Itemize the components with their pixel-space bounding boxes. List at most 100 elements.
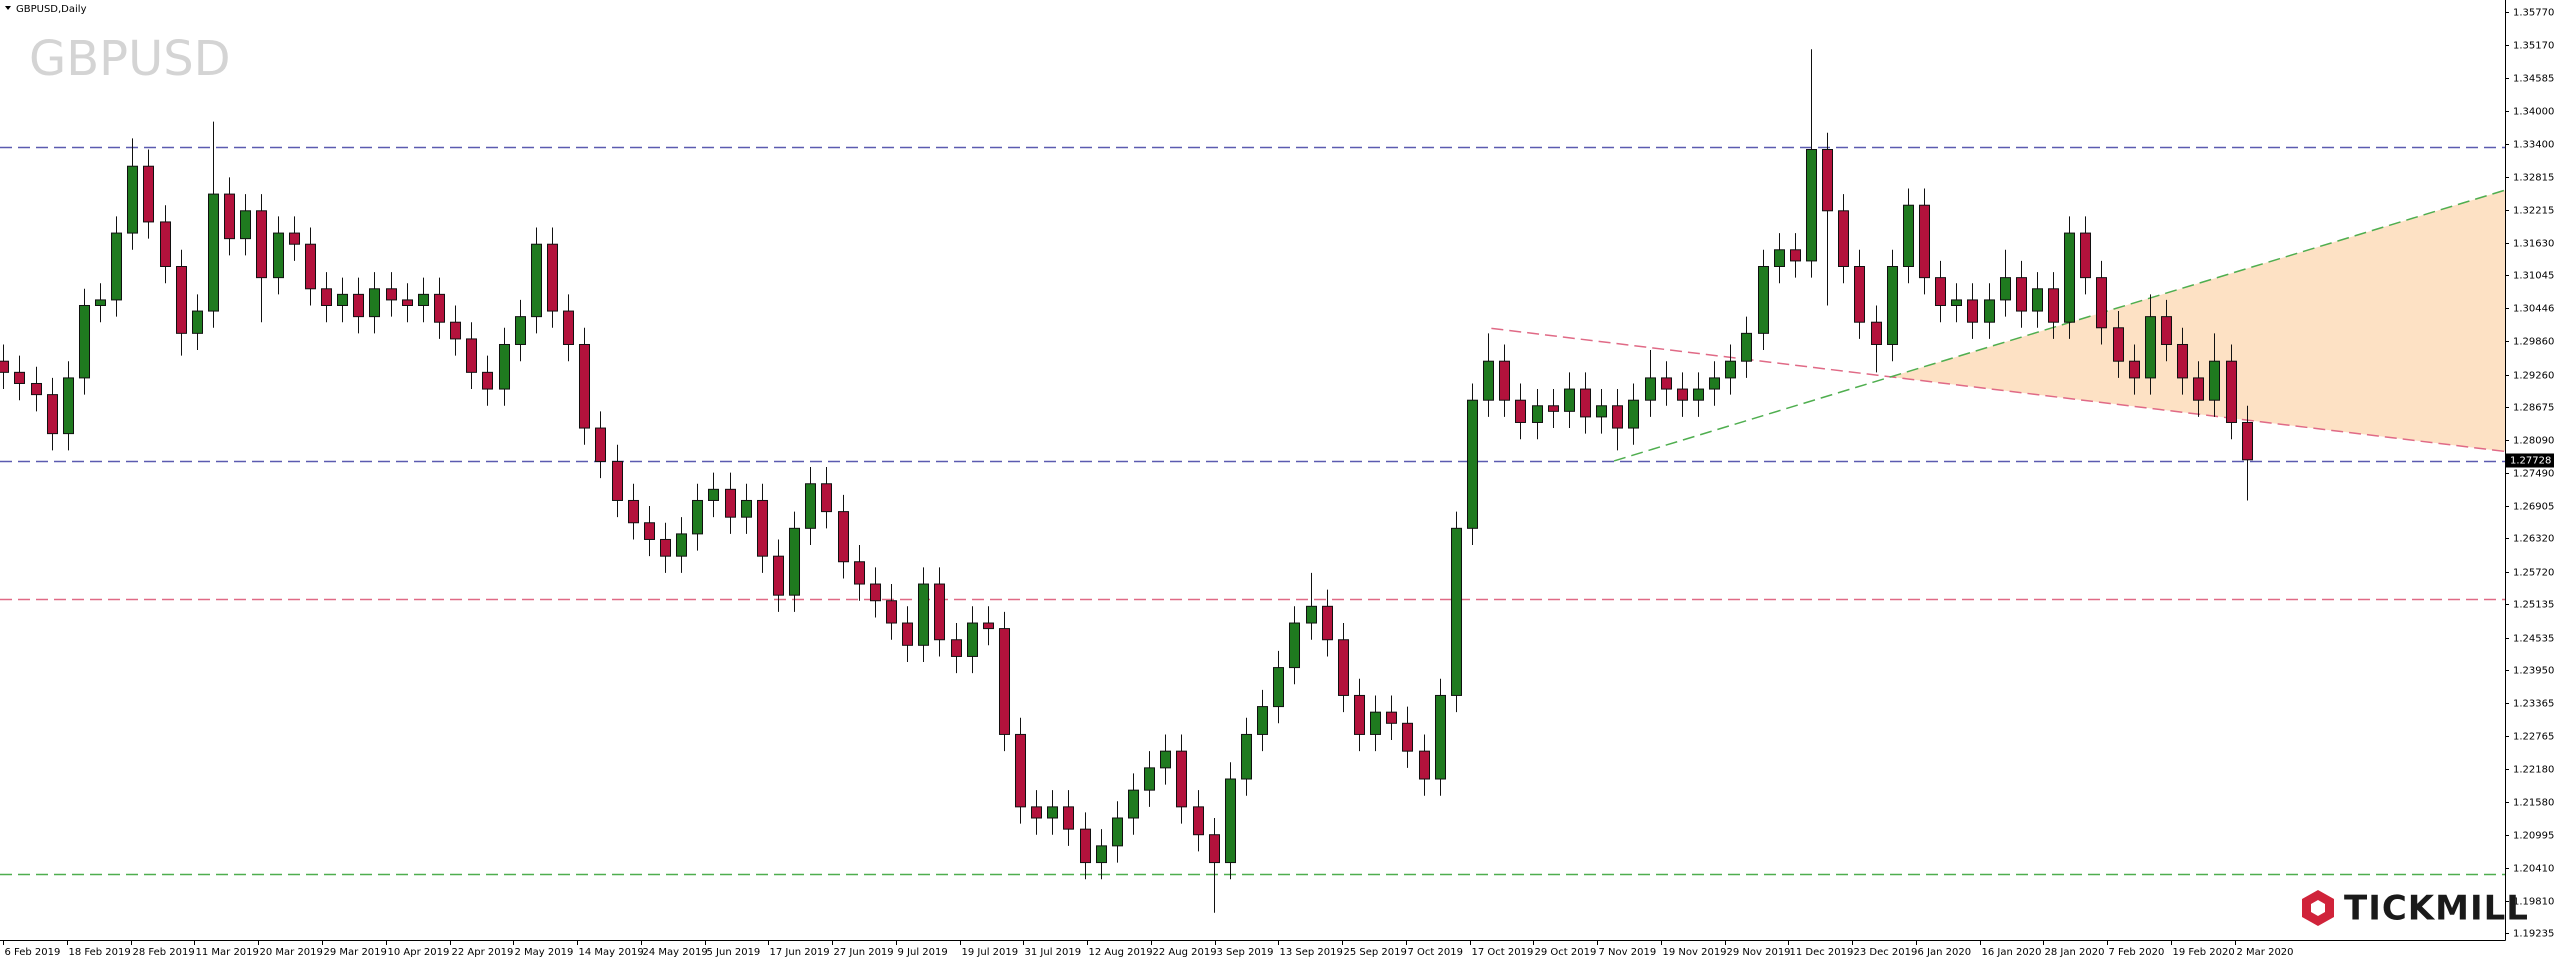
- candle-body: [401, 299, 414, 306]
- candle-body: [514, 316, 527, 345]
- triangle-fill: [1890, 190, 2505, 452]
- candle-body: [820, 483, 833, 513]
- x-tick-label: 2 Mar 2020: [2237, 947, 2294, 958]
- y-tick-label: 1.28090: [2513, 436, 2554, 447]
- candle-body: [578, 343, 591, 429]
- candle-body: [611, 460, 624, 501]
- x-tick-label: 6 Feb 2019: [5, 947, 61, 958]
- x-tick-label: 23 Dec 2019: [1854, 947, 1918, 958]
- candle-body: [675, 533, 688, 557]
- x-tick-label: 29 Oct 2019: [1535, 947, 1597, 958]
- candle-body: [966, 622, 979, 657]
- x-tick-label: 17 Oct 2019: [1472, 947, 1534, 958]
- candle-body: [691, 499, 704, 535]
- candle-body: [1337, 639, 1350, 696]
- x-tick-label: 10 Apr 2019: [388, 947, 450, 958]
- candle-body: [788, 527, 801, 596]
- candle-body: [627, 499, 640, 524]
- candle-body: [159, 221, 172, 267]
- candle-body: [885, 600, 898, 624]
- x-tick-label: 12 Aug 2019: [1089, 947, 1153, 958]
- x-tick-label: 16 Jan 2020: [1982, 947, 2042, 958]
- candle-body: [1853, 265, 1866, 323]
- candle-body: [46, 394, 59, 435]
- candle-body: [1934, 277, 1947, 306]
- y-tick-label: 1.29260: [2513, 371, 2554, 382]
- y-tick-label: 1.32215: [2513, 206, 2554, 217]
- x-tick-label: 31 Jul 2019: [1025, 947, 1082, 958]
- title-arrow: [5, 6, 11, 10]
- candle-body: [804, 483, 817, 529]
- candle-body: [142, 165, 155, 223]
- candle-body: [1563, 388, 1576, 412]
- candle-body: [530, 243, 543, 318]
- x-tick-label: 19 Feb 2020: [2173, 947, 2235, 958]
- candle-body: [255, 210, 268, 279]
- candle-body: [336, 293, 349, 306]
- candle-body: [659, 538, 672, 557]
- y-tick-label: 1.34000: [2513, 107, 2554, 118]
- candle-body: [2047, 288, 2060, 323]
- y-tick-label: 1.19235: [2513, 929, 2554, 940]
- chart-title: GBPUSD,Daily: [16, 4, 87, 15]
- candle-body: [1773, 249, 1786, 267]
- candle-body: [1611, 405, 1624, 429]
- candle-body: [1595, 405, 1608, 418]
- candle-body: [998, 628, 1011, 735]
- candle-body: [1950, 299, 1963, 306]
- candle-body: [1014, 733, 1027, 808]
- candle-body: [2112, 327, 2125, 362]
- candle-body: [2176, 343, 2189, 379]
- x-tick-label: 20 Mar 2019: [260, 947, 323, 958]
- candle-body: [1660, 377, 1673, 390]
- y-tick-label: 1.32815: [2513, 173, 2554, 184]
- candle-body: [1240, 733, 1253, 780]
- candle-body: [853, 561, 866, 585]
- candle-body: [288, 232, 301, 245]
- candle-body: [1918, 204, 1931, 279]
- x-tick-label: 24 May 2019: [643, 947, 708, 958]
- candle-body: [1821, 149, 1834, 212]
- candle-body: [2192, 377, 2205, 401]
- candle-body: [837, 511, 850, 563]
- candle-body: [239, 210, 252, 240]
- candle-body: [1192, 806, 1205, 836]
- y-tick-label: 1.33400: [2513, 140, 2554, 151]
- candle-body: [1498, 360, 1511, 401]
- x-tick-label: 13 Sep 2019: [1280, 947, 1343, 958]
- candle-body: [1305, 605, 1318, 624]
- candle-body: [1111, 817, 1124, 847]
- x-tick-label: 19 Nov 2019: [1663, 947, 1727, 958]
- x-tick-label: 7 Nov 2019: [1599, 947, 1657, 958]
- candle-body: [2144, 316, 2157, 379]
- candle-body: [1159, 750, 1172, 769]
- candle-body: [2225, 360, 2238, 423]
- candle-body: [498, 343, 511, 390]
- candle-body: [901, 622, 914, 646]
- candle-body: [2063, 232, 2076, 323]
- y-tick-label: 1.22180: [2513, 765, 2554, 776]
- candle-body: [1418, 750, 1431, 780]
- candle-body: [740, 499, 753, 518]
- x-tick-label: 3 Sep 2019: [1217, 947, 1274, 958]
- candle-body: [0, 360, 10, 373]
- candle-body: [1095, 845, 1108, 864]
- candle-body: [1256, 706, 1269, 735]
- x-tick-label: 2 May 2019: [515, 947, 574, 958]
- candle-body: [2160, 316, 2173, 345]
- candle-body: [304, 243, 317, 290]
- candle-body: [917, 583, 930, 646]
- y-tick-label: 1.26905: [2513, 502, 2554, 513]
- y-tick-label: 1.31045: [2513, 271, 2554, 282]
- candle-body: [1030, 806, 1043, 819]
- x-tick-label: 19 Jul 2019: [962, 947, 1019, 958]
- candle-body: [1902, 204, 1915, 267]
- candle-body: [2208, 360, 2221, 401]
- candle-body: [1531, 405, 1544, 423]
- x-tick-label: 14 May 2019: [579, 947, 644, 958]
- candle-body: [950, 639, 963, 657]
- candle-body: [1966, 299, 1979, 323]
- candle-body: [223, 193, 236, 240]
- candle-body: [433, 293, 446, 323]
